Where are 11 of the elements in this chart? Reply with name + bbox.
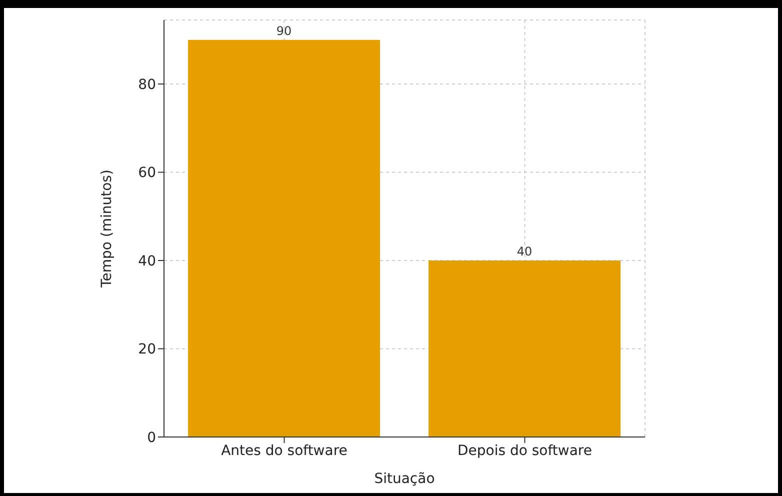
y-tick-label: 0 [147, 430, 156, 446]
x-axis-title: Situação [374, 471, 435, 487]
y-tick-label: 80 [138, 76, 156, 93]
x-tick-label: Depois do software [457, 442, 592, 459]
data-label: 40 [516, 244, 532, 258]
y-tick-label: 40 [138, 253, 156, 270]
y-tick-label: 20 [138, 342, 156, 358]
x-tick-label: Antes do software [221, 442, 348, 459]
data-label: 90 [276, 24, 292, 38]
y-axis-title: Tempo (minutos) [98, 170, 115, 288]
y-tick-label: 60 [138, 165, 156, 182]
